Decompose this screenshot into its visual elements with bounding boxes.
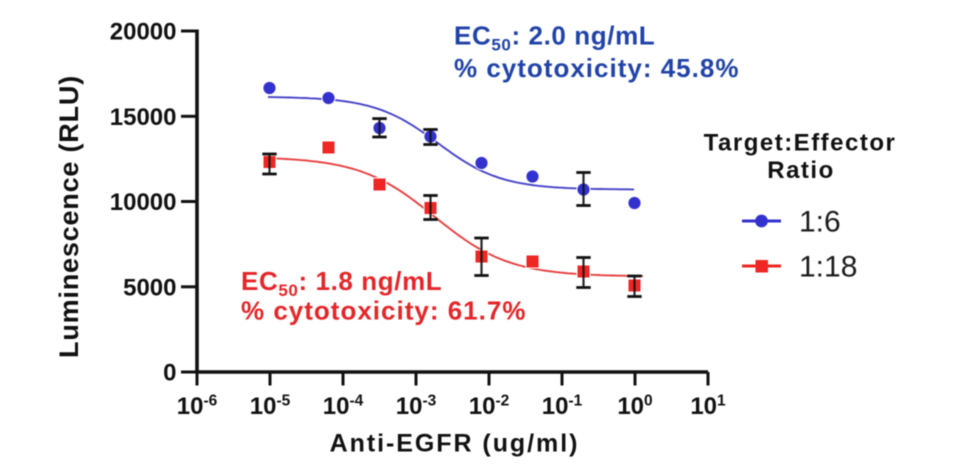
svg-text:20000: 20000: [110, 19, 177, 46]
svg-text:Luminescence (RLU): Luminescence (RLU): [54, 75, 84, 358]
svg-text:10-2: 10-2: [469, 393, 510, 421]
svg-text:10-5: 10-5: [250, 393, 291, 421]
svg-text:10-3: 10-3: [396, 393, 437, 421]
svg-text:EC50: 2.0 ng/mL: EC50: 2.0 ng/mL: [454, 21, 655, 55]
svg-text:10-4: 10-4: [323, 393, 364, 421]
svg-text:10000: 10000: [110, 189, 177, 216]
svg-text:Target:Effector: Target:Effector: [704, 130, 897, 157]
svg-text:101: 101: [690, 393, 726, 421]
svg-text:0: 0: [163, 360, 176, 387]
svg-text:% cytotoxicity: 61.7%: % cytotoxicity: 61.7%: [241, 296, 526, 326]
svg-text:100: 100: [617, 393, 652, 421]
svg-text:5000: 5000: [123, 275, 176, 302]
svg-text:1:18: 1:18: [799, 251, 857, 284]
svg-text:15000: 15000: [110, 104, 177, 131]
svg-text:EC50: 1.8 ng/mL: EC50: 1.8 ng/mL: [241, 266, 442, 300]
svg-text:1:6: 1:6: [799, 206, 841, 239]
svg-text:Ratio: Ratio: [767, 157, 835, 184]
svg-text:10-1: 10-1: [542, 393, 583, 421]
svg-text:Anti-EGFR (ug/ml): Anti-EGFR (ug/ml): [330, 430, 580, 458]
svg-text:% cytotoxicity: 45.8%: % cytotoxicity: 45.8%: [454, 53, 739, 83]
svg-text:10-6: 10-6: [177, 393, 218, 421]
